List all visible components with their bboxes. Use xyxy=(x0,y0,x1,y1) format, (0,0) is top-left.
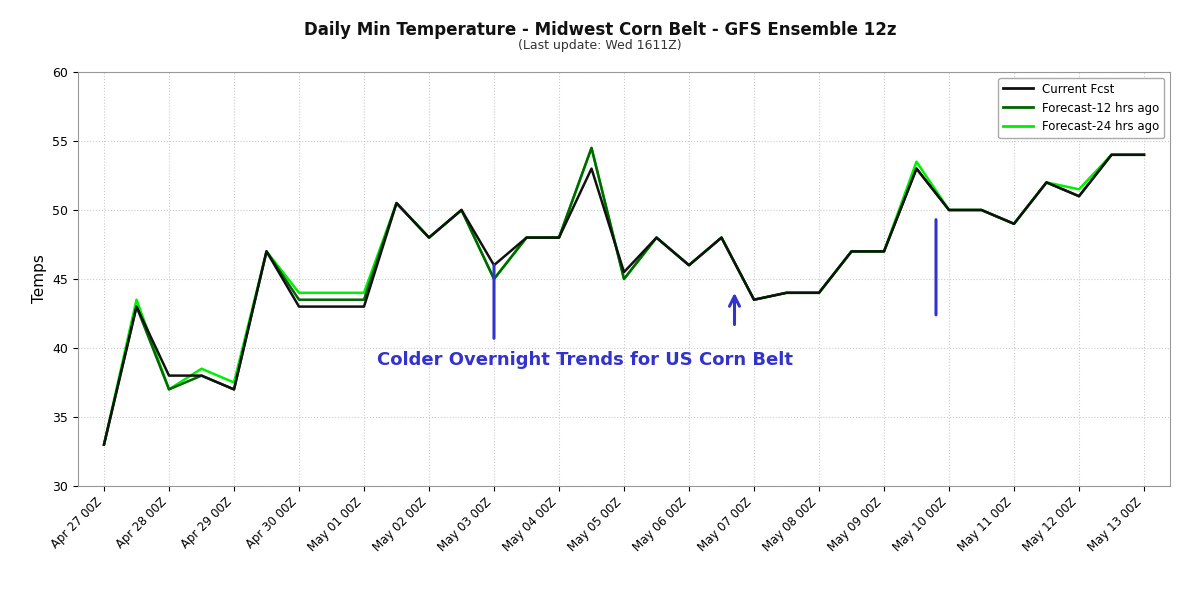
Text: (Last update: Wed 1611Z): (Last update: Wed 1611Z) xyxy=(518,39,682,52)
Y-axis label: Temps: Temps xyxy=(31,254,47,304)
Text: Daily Min Temperature - Midwest Corn Belt - GFS Ensemble 12z: Daily Min Temperature - Midwest Corn Bel… xyxy=(304,21,896,39)
Legend: Current Fcst, Forecast-12 hrs ago, Forecast-24 hrs ago: Current Fcst, Forecast-12 hrs ago, Forec… xyxy=(998,78,1164,138)
Text: Colder Overnight Trends for US Corn Belt: Colder Overnight Trends for US Corn Belt xyxy=(377,351,793,369)
